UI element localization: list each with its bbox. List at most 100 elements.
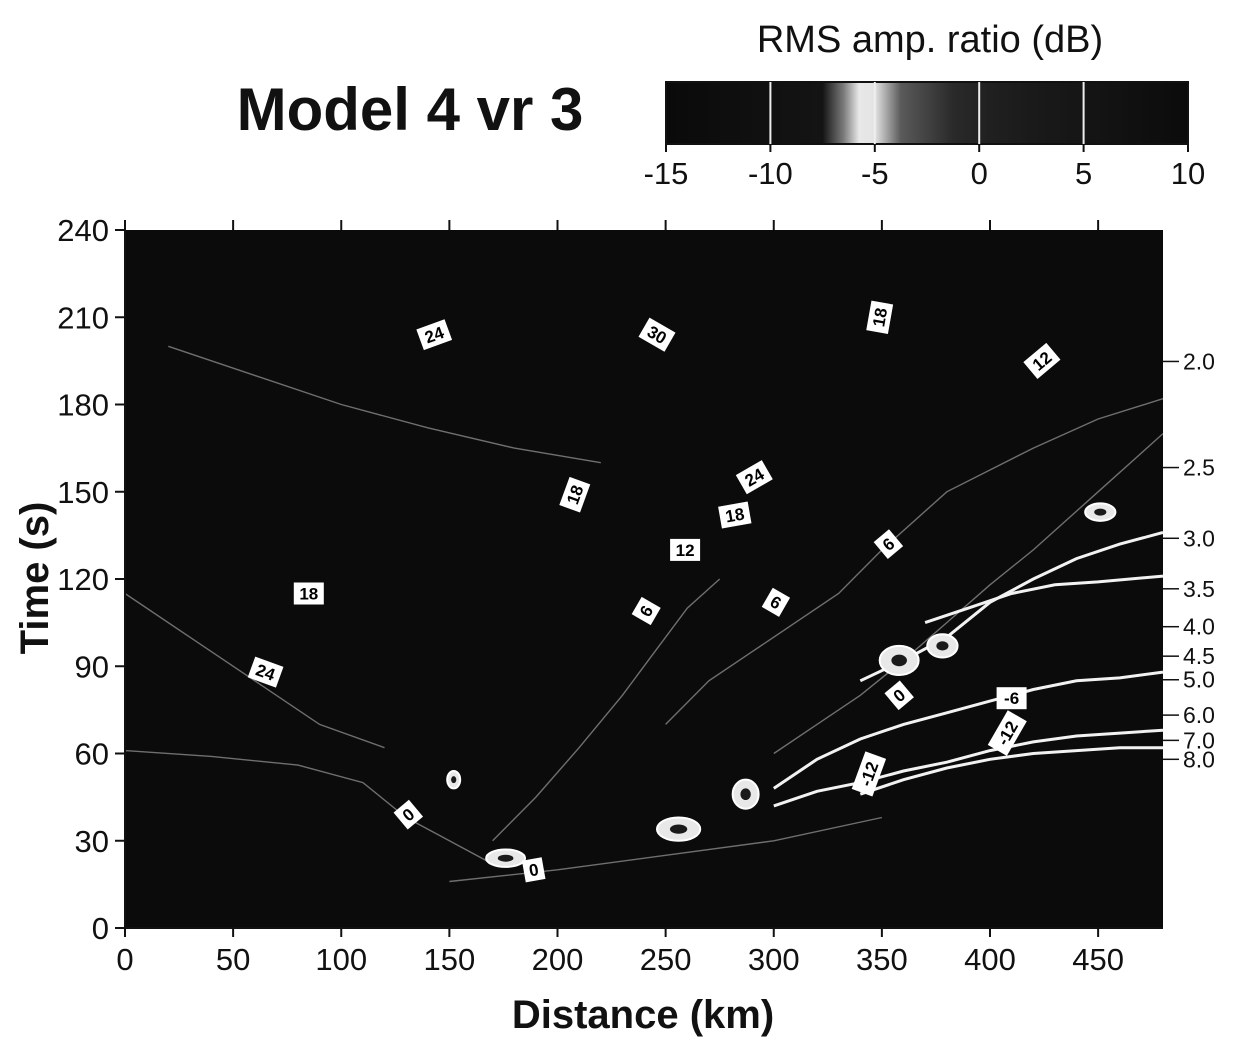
x-tick-label: 100	[315, 942, 367, 977]
colorbar-tick-label: 10	[1171, 156, 1205, 191]
patch-core	[497, 854, 514, 862]
contour-line	[665, 398, 1163, 725]
y-axis-label: Time (s)	[13, 502, 57, 655]
y-tick-label: 240	[57, 213, 109, 248]
patch-core	[891, 654, 907, 667]
x-tick-label: 400	[964, 942, 1016, 977]
contour-label-text: 0	[527, 860, 540, 880]
y-tick-label: 120	[57, 562, 109, 597]
x-tick-label: 450	[1072, 942, 1124, 977]
high-ratio-patches	[446, 502, 1117, 868]
contour-label-box	[247, 656, 284, 688]
contour-label-box	[559, 476, 591, 513]
plot-background	[125, 230, 1163, 928]
y-axis: 0 30 60 90 120 150 180 210 240	[57, 213, 126, 946]
x-tick-label: 50	[216, 942, 250, 977]
contour-label-text: 18	[299, 585, 318, 604]
contour-label-box	[416, 319, 453, 351]
contour-label-box	[1023, 342, 1061, 379]
contour-label-box	[884, 680, 914, 711]
contour-line	[449, 816, 883, 883]
colorbar-tick-label: 0	[971, 156, 988, 191]
velocity-label: 5.0	[1183, 667, 1215, 693]
contour-label-box	[393, 799, 424, 830]
x-tick-label: 250	[640, 942, 692, 977]
patch-core	[1094, 508, 1107, 516]
contour-line	[924, 574, 1163, 625]
contour-line	[125, 749, 493, 865]
contour-label: 18	[559, 476, 591, 513]
contour-label-box	[866, 300, 894, 334]
colorbar-tick-label: -10	[748, 156, 793, 191]
contour-label-text: -6	[1004, 689, 1019, 708]
contour-label-text: 12	[676, 541, 695, 560]
contour-label-box	[670, 538, 701, 561]
velocity-label: 4.5	[1183, 643, 1215, 669]
contour-label-box	[987, 710, 1027, 756]
x-tick-label: 0	[116, 942, 133, 977]
contour-line	[773, 728, 1163, 808]
contour-line	[859, 746, 1163, 796]
contour-line	[772, 670, 1163, 790]
patch-core	[451, 776, 457, 784]
colorbar-tick-label: -15	[644, 156, 689, 191]
contour-label-box	[638, 317, 676, 352]
velocity-label: 7.0	[1183, 727, 1215, 753]
contour-label: 0	[884, 680, 914, 711]
colorbar-ticks: -15 -10 -5 0 5 10	[644, 82, 1205, 191]
colorbar-tick-label: -5	[861, 156, 889, 191]
contour-label-box	[718, 501, 752, 529]
x-axis-label: Distance (km)	[512, 993, 774, 1037]
x-tick-label: 350	[856, 942, 908, 977]
velocity-label: 8.0	[1183, 746, 1215, 772]
contour-label-box	[851, 751, 887, 797]
contour-label-box	[293, 582, 324, 605]
velocity-label: 4.0	[1183, 614, 1215, 640]
y-tick-label: 0	[92, 911, 109, 946]
velocity-label: 6.0	[1183, 702, 1215, 728]
contour-label: 6	[631, 596, 661, 626]
y-tick-label: 210	[57, 300, 109, 335]
x-tick-label: 150	[424, 942, 476, 977]
reduction-velocity-labels: 2.0 2.5 3.0 3.5 4.0 4.55.0 6.07.08.0	[1163, 348, 1215, 772]
x-tick-label: 200	[532, 942, 584, 977]
colorbar-title: RMS amp. ratio (dB)	[757, 19, 1103, 61]
contour-label-text: 18	[869, 306, 891, 328]
velocity-label: 3.5	[1183, 576, 1215, 602]
contour-label: 0	[393, 799, 424, 830]
patch-core	[740, 788, 751, 801]
colorbar-gradient	[665, 81, 1189, 145]
contour-label-box	[761, 587, 791, 617]
patch-core	[936, 641, 949, 651]
velocity-label: 2.0	[1183, 348, 1215, 374]
patch-core	[669, 824, 688, 834]
colorbar: RMS amp. ratio (dB) -15 -10 -5 0 5 10	[644, 19, 1206, 191]
chart-title: Model 4 vr 3	[237, 76, 584, 143]
contour-label-box	[631, 596, 661, 626]
top-axis-ticks	[124, 220, 1100, 230]
x-axis: 0 50 100 150 200 250 300 350 400 450	[116, 927, 1163, 977]
contour-label: 24	[416, 319, 453, 351]
contour-label: 6	[761, 587, 791, 617]
contour-label: 18	[293, 582, 324, 605]
contour-label-box	[735, 460, 773, 495]
y-tick-label: 180	[57, 388, 109, 423]
y-tick-label: 30	[75, 824, 109, 859]
contour-label: 0	[521, 857, 546, 883]
contour-label-box	[873, 529, 904, 559]
colorbar-tick-label: 5	[1075, 156, 1092, 191]
contour-line	[168, 345, 601, 464]
contour-label-box	[996, 687, 1027, 710]
contour-line	[125, 592, 385, 749]
contour-label-text: 18	[724, 504, 746, 526]
contour-label-box	[521, 857, 546, 883]
contour-label: -6	[996, 687, 1027, 710]
velocity-label: 2.5	[1183, 455, 1215, 481]
contour-line	[773, 433, 1163, 755]
y-tick-label: 60	[75, 737, 109, 772]
contour-label: 18	[866, 300, 894, 334]
x-tick-label: 300	[748, 942, 800, 977]
velocity-label: 3.0	[1183, 525, 1215, 551]
